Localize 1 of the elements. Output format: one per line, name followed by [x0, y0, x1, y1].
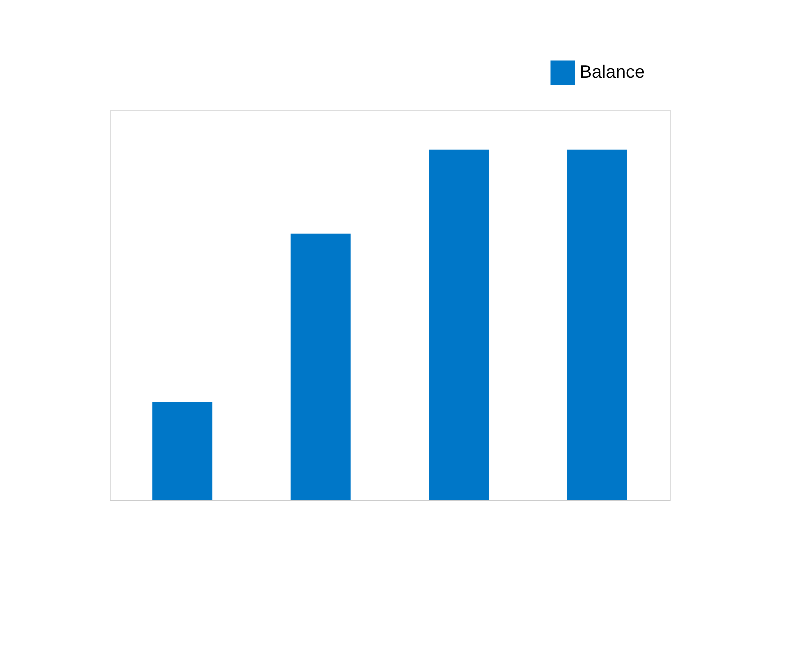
legend-label: Balance — [580, 62, 646, 82]
